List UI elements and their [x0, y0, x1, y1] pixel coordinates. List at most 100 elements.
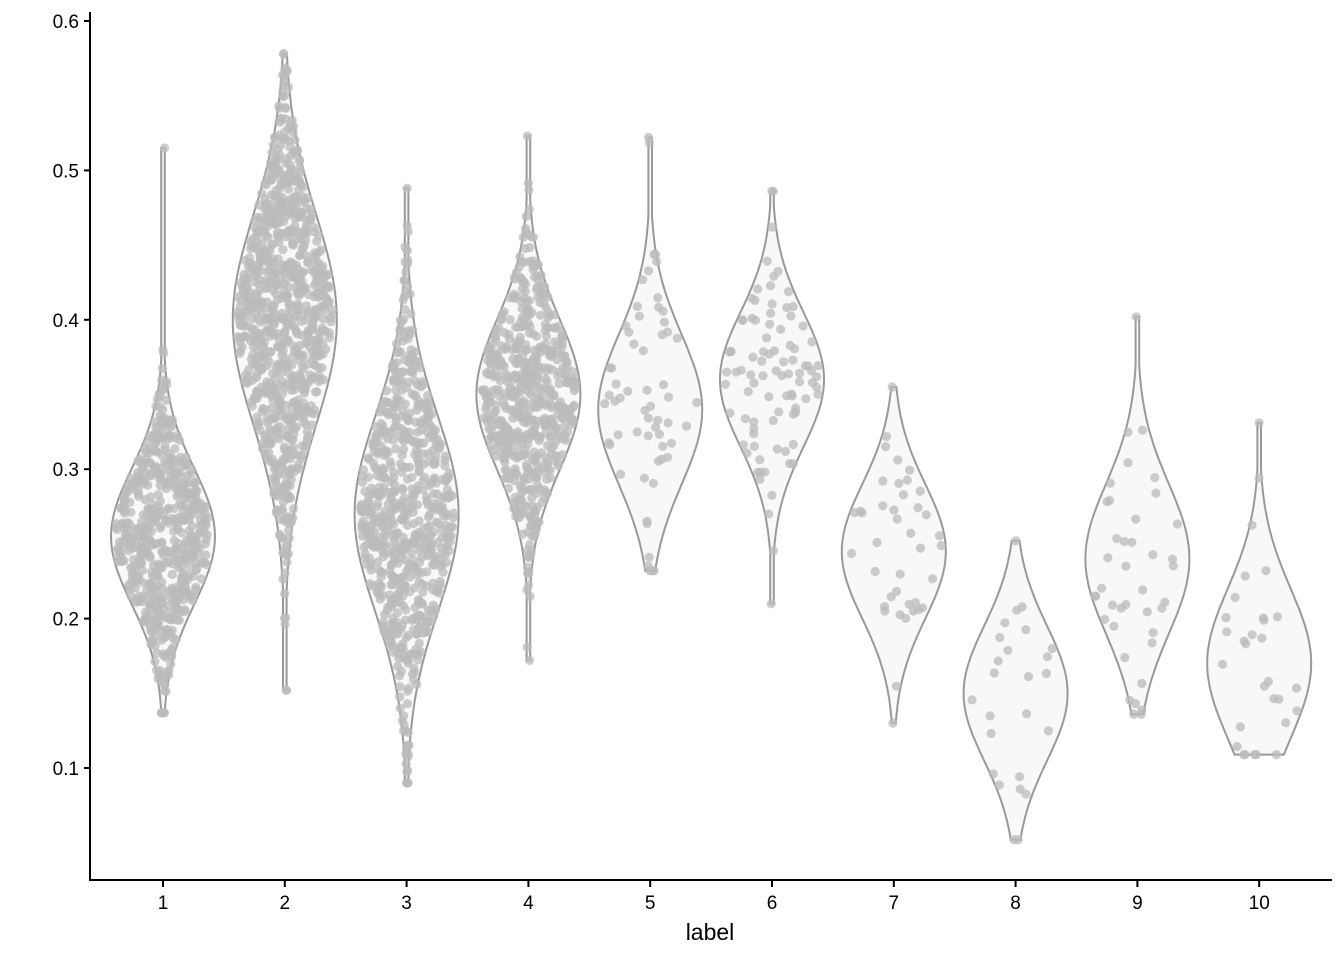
data-point: [407, 389, 417, 399]
data-point: [494, 323, 504, 333]
data-point: [753, 284, 763, 294]
data-point: [771, 366, 781, 376]
data-point: [278, 346, 288, 356]
data-point: [150, 438, 161, 448]
data-point: [261, 231, 271, 241]
data-point: [301, 419, 311, 430]
data-point: [915, 486, 925, 496]
data-point: [153, 490, 163, 500]
data-point: [651, 249, 661, 260]
data-point: [552, 452, 562, 462]
data-point: [274, 103, 285, 113]
data-point: [260, 283, 270, 293]
data-point: [616, 469, 626, 479]
data-point: [766, 308, 776, 318]
data-point: [387, 516, 397, 526]
data-point: [444, 546, 454, 556]
data-point: [638, 275, 648, 285]
data-point: [1091, 591, 1101, 601]
data-point: [268, 369, 278, 379]
data-point: [292, 145, 302, 156]
data-point: [648, 478, 659, 488]
data-point: [358, 516, 368, 526]
data-point: [634, 311, 645, 321]
data-point: [894, 478, 904, 488]
data-point: [152, 394, 162, 404]
data-point: [167, 652, 177, 662]
data-point: [643, 266, 654, 276]
data-point: [295, 156, 305, 166]
data-point: [391, 444, 401, 454]
data-point: [300, 196, 310, 207]
data-point: [1022, 709, 1032, 719]
data-point: [293, 299, 303, 309]
data-point: [375, 594, 385, 604]
data-point: [568, 402, 578, 412]
data-point: [1240, 571, 1250, 581]
data-point: [287, 385, 297, 395]
data-point: [269, 258, 279, 268]
data-point: [164, 518, 174, 528]
data-point: [888, 718, 898, 728]
data-point: [287, 422, 297, 433]
data-point: [722, 367, 732, 377]
data-point: [748, 352, 758, 362]
data-point: [1137, 678, 1147, 689]
data-point: [509, 504, 519, 514]
data-point: [404, 415, 414, 425]
data-point: [399, 711, 409, 721]
data-point: [765, 319, 775, 329]
data-point: [293, 349, 303, 359]
data-point: [401, 759, 411, 769]
data-point: [423, 551, 433, 561]
data-point: [414, 467, 424, 477]
data-point: [125, 473, 136, 483]
data-point: [417, 579, 427, 589]
data-point: [402, 778, 412, 788]
data-point: [515, 387, 525, 397]
data-point: [600, 399, 610, 409]
data-point: [433, 442, 443, 452]
data-point: [368, 441, 378, 451]
data-point: [523, 545, 533, 555]
data-point: [913, 503, 923, 513]
data-point: [272, 505, 282, 515]
data-point: [768, 546, 779, 556]
data-point: [390, 480, 400, 490]
data-point: [121, 486, 131, 496]
data-point: [414, 458, 424, 468]
data-point: [372, 587, 382, 597]
data-point: [786, 389, 797, 399]
data-point: [282, 550, 292, 560]
data-point: [516, 451, 526, 461]
data-point: [672, 333, 682, 343]
data-point: [443, 473, 453, 483]
data-point: [289, 504, 299, 514]
x-axis-title: label: [686, 919, 735, 945]
data-point: [857, 508, 867, 518]
data-point: [515, 397, 525, 407]
data-point: [398, 336, 408, 346]
data-point: [169, 526, 179, 536]
data-point: [437, 506, 447, 516]
data-point: [170, 589, 180, 599]
data-point: [500, 401, 510, 411]
data-point: [310, 335, 321, 345]
data-point: [282, 448, 292, 458]
data-point: [1131, 514, 1141, 524]
data-point: [163, 600, 173, 610]
data-point: [681, 421, 692, 431]
data-point: [158, 510, 168, 521]
x-tick-label: 5: [645, 893, 656, 914]
data-point: [1015, 772, 1025, 782]
data-point: [356, 504, 366, 514]
data-point: [150, 539, 160, 549]
data-point: [554, 402, 564, 412]
data-point: [271, 207, 281, 217]
data-point: [278, 49, 289, 59]
data-point: [314, 287, 324, 297]
data-point: [276, 405, 286, 415]
data-point: [306, 325, 316, 335]
data-point: [1261, 566, 1271, 576]
data-point: [435, 588, 445, 599]
